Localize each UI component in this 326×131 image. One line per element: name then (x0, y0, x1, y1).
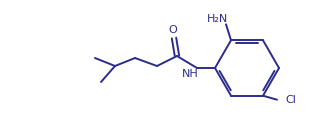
Text: Cl: Cl (285, 95, 296, 105)
Text: H₂N: H₂N (207, 14, 229, 24)
Text: NH: NH (182, 69, 199, 79)
Text: O: O (169, 25, 177, 35)
